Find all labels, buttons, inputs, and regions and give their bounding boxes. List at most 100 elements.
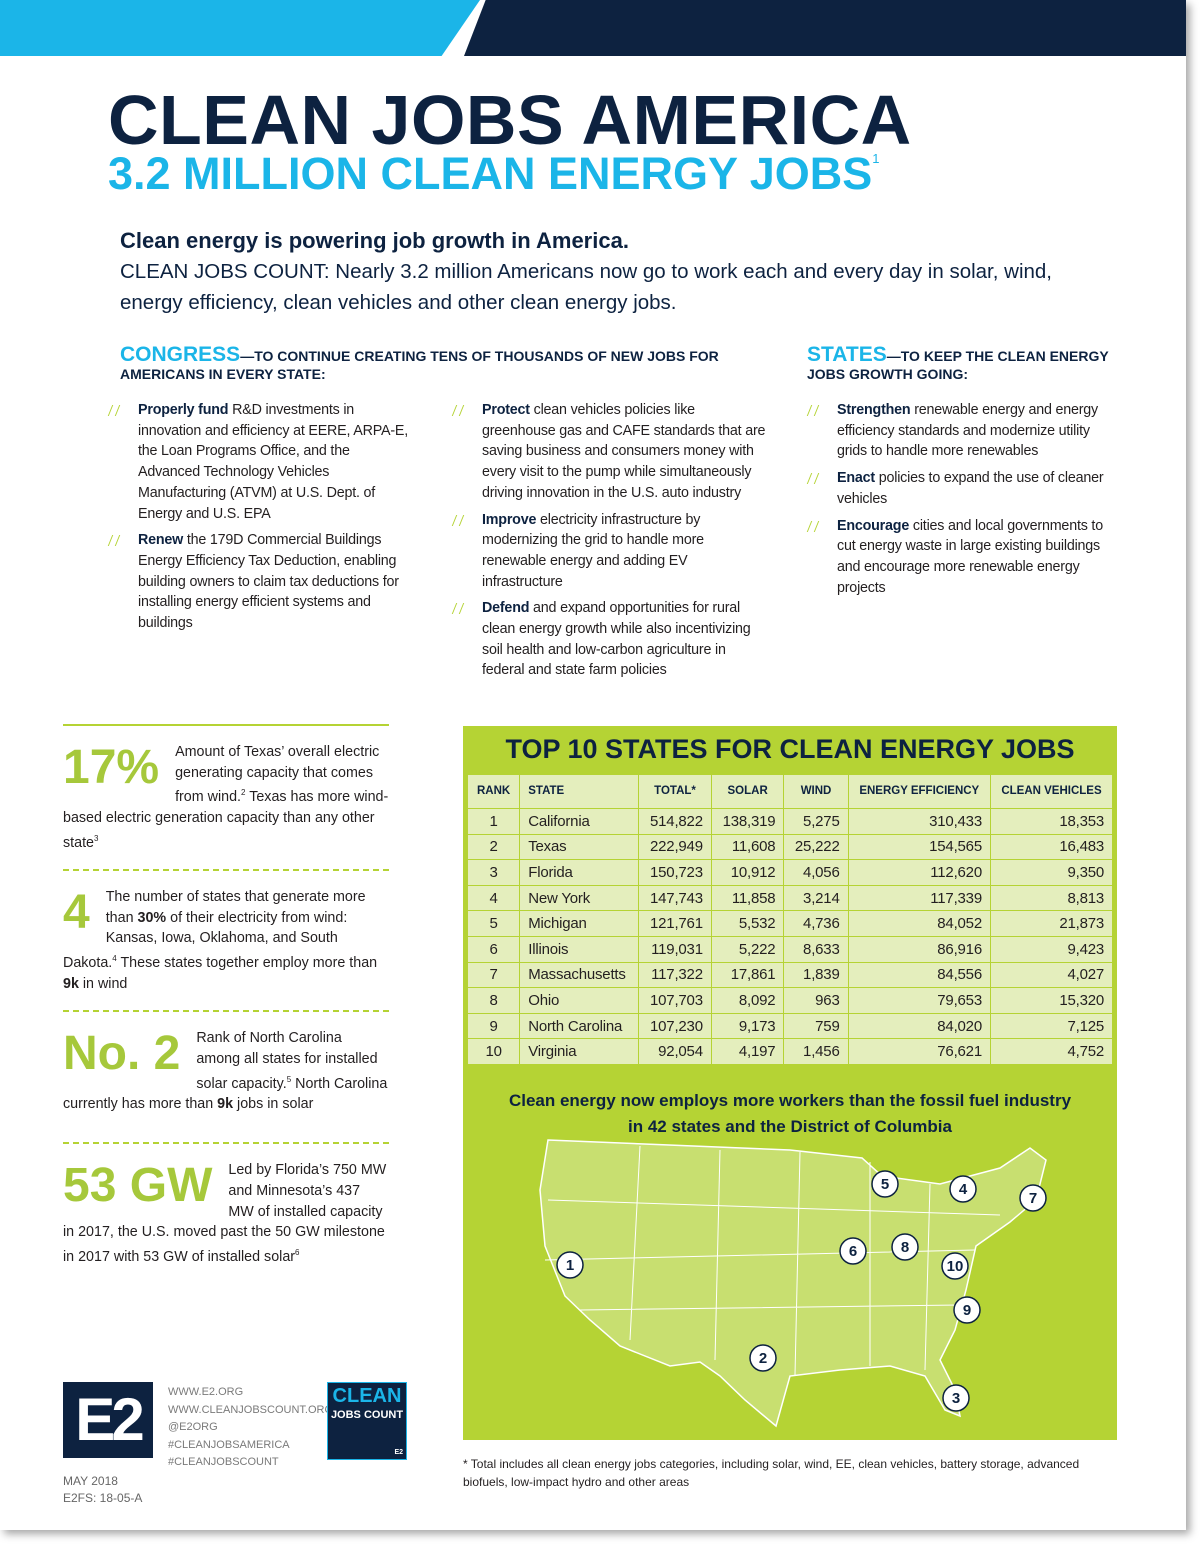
subtitle: 3.2 MILLION CLEAN ENERGY JOBS1 — [108, 148, 880, 200]
table-row: 9 North Carolina 107,230 9,173 759 84,020 7,12… — [466, 1012, 1114, 1040]
stat-text: North Carolina currently has more than — [63, 1075, 388, 1113]
stat-text: of their electricity from wind: Kansas, … — [63, 909, 348, 971]
stat-block: No. 2 Rank of North Carolina among all st… — [63, 1010, 389, 1142]
table-row: 7 Massachusetts 117,322 17,861 1,839 84,556 4,… — [466, 961, 1114, 989]
table-cell: 17,861 — [710, 961, 785, 989]
table-cell: 117,339 — [847, 884, 991, 912]
bullet-slashes — [107, 535, 121, 547]
marker-label: 8 — [901, 1239, 909, 1256]
stat-text: 4 — [112, 954, 117, 964]
item-text: and expand opportunities for rural clean… — [482, 600, 751, 679]
stat-block: 53 GW Led by Florida’s 750 MW and Minneso… — [63, 1142, 389, 1283]
intro-body: CLEAN JOBS COUNT: Nearly 3.2 million Ame… — [120, 260, 1052, 314]
congress-column: Properly fund R&D investments in innovat… — [107, 400, 409, 640]
item-text: cities and local governments to cut ener… — [837, 517, 1103, 596]
item-text: renewable energy and energy efficiency s… — [837, 402, 1099, 460]
stat-block: 17% Amount of Texas’ overall electric gen… — [63, 724, 389, 869]
marker-label: 10 — [947, 1258, 964, 1275]
states-column: Strengthen renewable energy and energy e… — [806, 400, 1112, 604]
e2-logo: E2 — [63, 1382, 153, 1458]
table-cell: 4,056 — [783, 859, 849, 886]
marker-label: 1 — [566, 1257, 574, 1274]
bullet-slashes — [806, 520, 820, 532]
table-cell: 84,052 — [847, 910, 991, 937]
table-cell: Michigan — [519, 910, 640, 937]
marker-label: 3 — [952, 1390, 960, 1407]
table-cell: 7 — [466, 961, 521, 989]
item-verb: Defend — [482, 600, 530, 617]
stat-figure: 17% — [63, 741, 160, 794]
table-cell: 147,743 — [638, 884, 712, 912]
table-cell: 92,054 — [638, 1038, 712, 1065]
doc-code: E2FS: 18-05-A — [63, 1491, 143, 1505]
marker-label: 5 — [881, 1176, 889, 1193]
stat-block: 4 The number of states that generate more… — [63, 869, 389, 1010]
us-map: 1 2 3 4 5 6 7 8 9 10 — [539, 1139, 1047, 1428]
marker-circle — [949, 1175, 977, 1203]
document: CLEAN JOBS AMERICA 3.2 MILLION CLEAN ENE… — [0, 0, 1186, 1505]
column-header: CLEAN VEHICLES — [989, 774, 1114, 809]
table-cell: 86,916 — [847, 935, 991, 963]
table-cell: Virginia — [519, 1038, 640, 1065]
congress-heading: CONGRESS—TO CONTINUE CREATING TENS OF TH… — [120, 344, 770, 383]
item-verb: Protect — [482, 402, 530, 418]
policy-item: Improve electricity infrastructure by mo… — [451, 510, 767, 593]
header-row: RANK STATE TOTAL* SOLAR WIND ENERGY EFFICIENC… — [466, 774, 1114, 809]
column-header: WIND — [783, 774, 849, 809]
item-text: clean vehicles policies like greenhouse … — [482, 402, 766, 501]
footnote-ref: 1 — [872, 151, 880, 166]
table-cell: 2 — [466, 833, 521, 861]
table-row: 5 Michigan 121,761 5,532 4,736 84,052 21,873 — [466, 910, 1114, 937]
bullet-slashes — [451, 514, 465, 526]
policy-item: Encourage cities and local governments t… — [806, 516, 1112, 599]
heading-word: STATES — [807, 343, 887, 366]
table-cell: Massachusetts — [519, 961, 640, 989]
stat-text: in wind — [78, 975, 128, 992]
table-cell: 121,761 — [638, 910, 712, 937]
marker-circle — [1019, 1184, 1047, 1212]
table-cell: Texas — [519, 833, 640, 861]
bullet-slashes — [806, 473, 820, 485]
footer-links: WWW.E2.ORG WWW.CLEANJOBSCOUNT.ORG @E2ORG #C… — [168, 1384, 333, 1472]
table-cell: 8,092 — [710, 987, 785, 1014]
heading-sub: —TO CONTINUE CREATING TENS OF THOUSANDS … — [120, 348, 719, 382]
stat-text: 9k — [217, 1096, 234, 1113]
stat-text: Rank of North Carolina among all states … — [196, 1030, 378, 1092]
policy-item: Strengthen renewable energy and energy e… — [806, 400, 1112, 462]
marker-circle — [556, 1251, 584, 1279]
item-text: the 179D Commercial Buildings Energy Eff… — [138, 532, 399, 632]
item-text: R&D investments in innovation and effici… — [138, 402, 409, 522]
table-cell: 5,275 — [783, 808, 849, 835]
table-cell: 10 — [466, 1038, 521, 1065]
stat-text: Texas has more wind-based electric gener… — [63, 789, 389, 851]
policy-item: Renew the 179D Commercial Buildings Ener… — [107, 530, 408, 634]
column-header: RANK — [466, 774, 521, 809]
policy-item: Enact policies to expand the use of clea… — [806, 468, 1112, 509]
stat-text: 30% — [137, 909, 167, 926]
table-cell: Illinois — [519, 935, 640, 963]
date: MAY 2018 — [63, 1474, 118, 1488]
stat-figure: 53 GW — [63, 1159, 213, 1213]
table-cell: 8,633 — [783, 935, 849, 963]
footer-link: @E2ORG — [168, 1421, 218, 1433]
table-row: 10 Virginia 92,054 4,197 1,456 76,621 4,752 — [466, 1038, 1114, 1065]
bullet-slashes — [107, 405, 121, 416]
table-cell: 514,822 — [638, 808, 712, 835]
congress-column: Protect clean vehicles policies like gre… — [451, 400, 767, 687]
marker-label: 2 — [759, 1350, 767, 1367]
marker-label: 4 — [959, 1181, 968, 1198]
marker-label: 7 — [1029, 1190, 1037, 1207]
table-footnote: * Total includes all clean energy jobs c… — [463, 1457, 1080, 1489]
heading-sub: —TO KEEP THE CLEAN ENERGY JOBS GROWTH GO… — [807, 348, 1109, 382]
table-cell: 9,423 — [989, 935, 1114, 963]
policy-item: Protect clean vehicles policies like gre… — [451, 400, 767, 504]
item-text: policies to expand the use of cleaner ve… — [837, 470, 1104, 507]
stat-text: jobs in solar — [233, 1096, 314, 1113]
table-cell: 4,027 — [989, 961, 1114, 989]
footer-link: WWW.CLEANJOBSCOUNT.ORG — [168, 1403, 334, 1416]
table-cell: 4 — [466, 884, 521, 912]
table-row: 2 Texas 222,949 11,608 25,222 154,565 16,483 — [466, 833, 1114, 861]
table-title: TOP 10 STATES FOR CLEAN ENERGY JOBS — [505, 734, 1075, 764]
item-text: electricity infrastructure by modernizin… — [482, 511, 704, 590]
